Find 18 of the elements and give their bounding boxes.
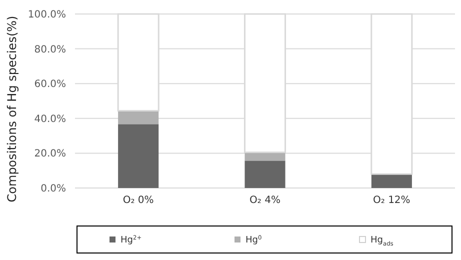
bar xyxy=(371,174,412,188)
legend-label: Hg$^{2+}$ xyxy=(120,234,142,246)
y-tick-label: 0.0% xyxy=(40,184,66,194)
y-tick-label: 40.0% xyxy=(34,114,66,125)
y-tick-label: 20.0% xyxy=(34,148,66,160)
bar xyxy=(244,152,286,161)
y-tick-label: 100.0% xyxy=(28,10,66,20)
y-axis-title: Compositions of Hg species(%) xyxy=(5,16,19,202)
y-tick-label: 80.0% xyxy=(34,44,66,56)
y-tick-label: 60.0% xyxy=(34,79,66,90)
x-tick-label: O₂ 0% xyxy=(122,195,154,206)
bar xyxy=(118,124,159,188)
legend-label: Hg$_{ads}$ xyxy=(370,236,394,248)
bar xyxy=(118,110,159,124)
x-tick-label: O₂ 4% xyxy=(250,195,280,206)
x-tick-label: O₂ 12% xyxy=(373,195,410,206)
legend-label: Hg$^{0}$ xyxy=(246,234,262,246)
bar xyxy=(244,160,286,188)
